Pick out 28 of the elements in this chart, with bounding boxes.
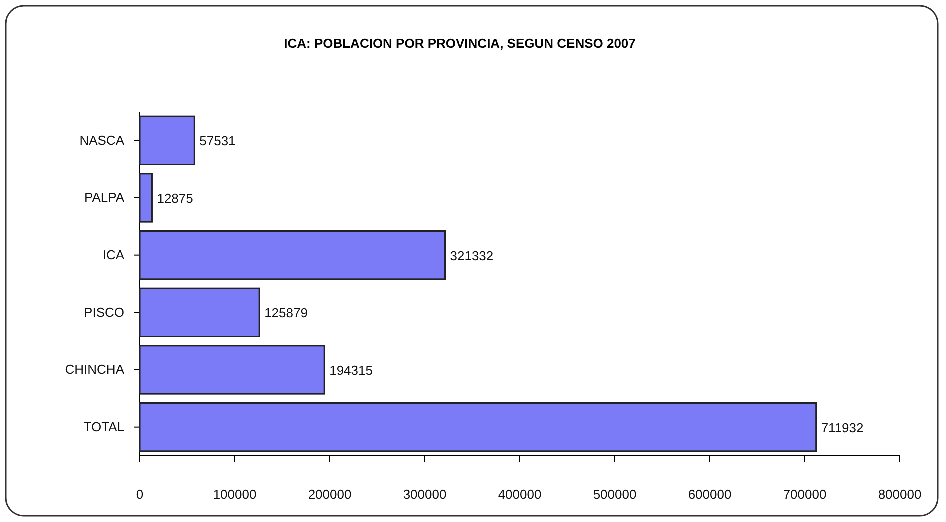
x-tick-label: 500000 <box>593 486 637 502</box>
bar <box>139 402 818 452</box>
x-tick-label: 600000 <box>688 486 732 502</box>
x-tick-label: 800000 <box>878 486 922 502</box>
x-tick-label: 200000 <box>308 486 352 502</box>
data-label: 57531 <box>200 134 236 149</box>
x-tick-label: 400000 <box>498 486 542 502</box>
bar <box>139 230 446 280</box>
bar <box>139 116 196 166</box>
y-tick-label: PALPA <box>84 190 125 206</box>
y-tick-label: PISCO <box>84 304 124 320</box>
x-tick-label: 300000 <box>403 486 447 502</box>
x-tick-label: 100000 <box>213 486 257 502</box>
x-tick-label: 700000 <box>783 486 827 502</box>
chart-title: ICA: POBLACION POR PROVINCIA, SEGUN CENSO 2007 <box>284 36 636 51</box>
data-label: 321332 <box>450 248 494 264</box>
y-tick-label: ICA <box>102 247 125 262</box>
data-label: 12875 <box>157 191 194 206</box>
y-tick-label: TOTAL <box>84 419 124 434</box>
data-label: 711932 <box>821 420 864 436</box>
y-tick-label: CHINCHA <box>65 362 125 378</box>
bar <box>139 288 260 338</box>
y-tick-label: NASCA <box>80 132 125 148</box>
bar <box>139 345 326 395</box>
bar <box>139 173 153 223</box>
data-label: 125879 <box>264 306 308 321</box>
x-tick-label: 0 <box>136 486 144 502</box>
data-label: 194315 <box>330 363 373 378</box>
